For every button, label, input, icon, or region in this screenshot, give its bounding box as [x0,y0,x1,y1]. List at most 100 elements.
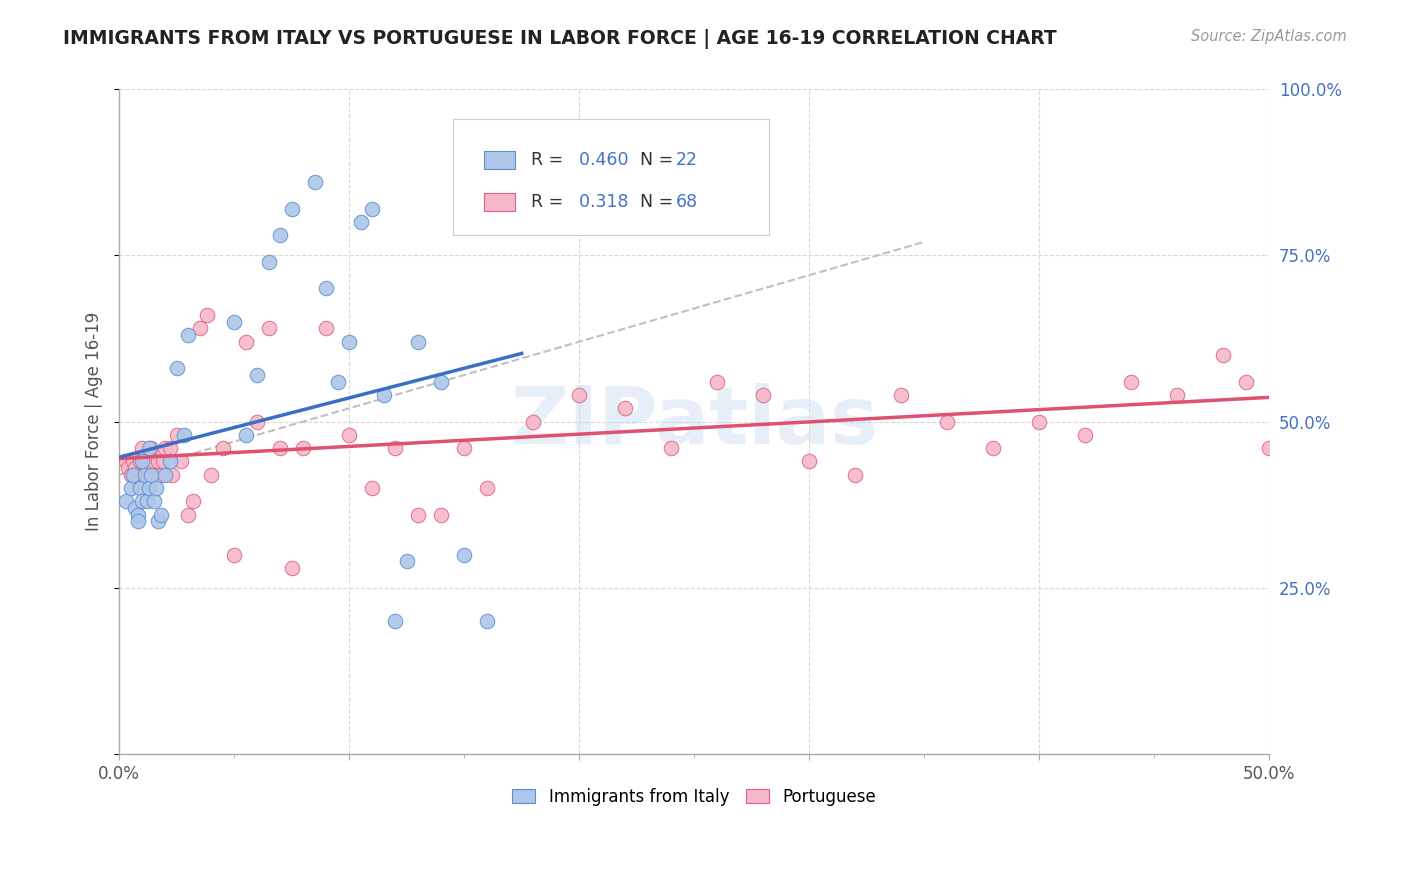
Point [159,441,181,455]
Point [115,494,138,508]
Point [280,202,302,216]
Point [115,454,138,468]
Text: 22: 22 [676,151,697,169]
Point [280,561,302,575]
Point [337,334,360,349]
Point [177,328,200,343]
Point [246,415,269,429]
Text: N =: N = [628,193,678,211]
Point [361,481,384,495]
Point [160,467,183,482]
Point [1166,388,1188,402]
Text: N =: N = [628,151,678,169]
Point [246,368,269,382]
FancyBboxPatch shape [484,193,515,211]
Text: Source: ZipAtlas.com: Source: ZipAtlas.com [1191,29,1347,44]
Point [326,375,349,389]
Point [568,388,591,402]
Point [188,321,211,335]
Point [166,361,188,376]
Point [315,321,337,335]
Text: IMMIGRANTS FROM ITALY VS PORTUGUESE IN LABOR FORCE | AGE 16-19 CORRELATION CHART: IMMIGRANTS FROM ITALY VS PORTUGUESE IN L… [63,29,1057,48]
Point [1074,428,1097,442]
Point [797,454,820,468]
Point [315,281,337,295]
Point [890,388,912,402]
Point [122,467,145,482]
Text: R =: R = [531,151,568,169]
Point [614,401,637,416]
Point [124,501,146,516]
Point [292,441,315,455]
Point [1281,334,1303,349]
Point [406,508,429,522]
Point [135,461,157,475]
Point [844,467,866,482]
Point [453,441,475,455]
Point [1327,321,1350,335]
Point [406,334,429,349]
Point [177,508,200,522]
Point [145,481,167,495]
Point [1212,348,1234,362]
Point [127,508,149,522]
Point [373,388,395,402]
Text: 68: 68 [676,193,697,211]
Point [235,334,257,349]
Point [141,441,163,455]
Point [159,454,181,468]
Point [269,228,291,243]
Point [361,202,384,216]
Point [752,388,775,402]
Point [148,514,170,528]
Point [134,467,156,482]
Point [1350,441,1372,455]
Point [430,375,453,389]
Point [134,454,156,468]
Point [706,375,728,389]
Point [127,475,149,489]
Text: ZIPatlas: ZIPatlas [510,383,879,460]
Point [138,454,160,468]
Point [257,255,280,269]
Point [659,441,682,455]
Point [141,467,163,482]
Point [127,514,149,528]
Point [129,481,152,495]
Point [1258,441,1281,455]
Point [155,441,177,455]
Point [120,481,142,495]
Point [1119,375,1142,389]
Point [257,321,280,335]
Point [120,467,142,482]
Point [1234,375,1257,389]
Text: R =: R = [531,193,568,211]
Point [181,494,204,508]
Point [1028,415,1050,429]
Point [138,441,160,455]
Point [131,467,153,482]
Point [522,415,544,429]
Point [142,454,165,468]
Point [135,494,157,508]
Point [350,215,373,229]
Point [477,481,499,495]
Point [117,461,139,475]
Point [145,467,167,482]
Point [224,315,246,329]
Point [337,428,360,442]
Point [149,508,172,522]
Point [152,454,174,468]
Point [129,454,152,468]
Point [195,308,218,322]
Point [149,467,172,482]
Point [936,415,959,429]
Point [384,614,406,628]
Legend: Immigrants from Italy, Portuguese: Immigrants from Italy, Portuguese [505,781,883,813]
Point [430,508,453,522]
Point [170,454,193,468]
Point [395,554,418,568]
Point [131,441,153,455]
Point [124,461,146,475]
Point [453,548,475,562]
